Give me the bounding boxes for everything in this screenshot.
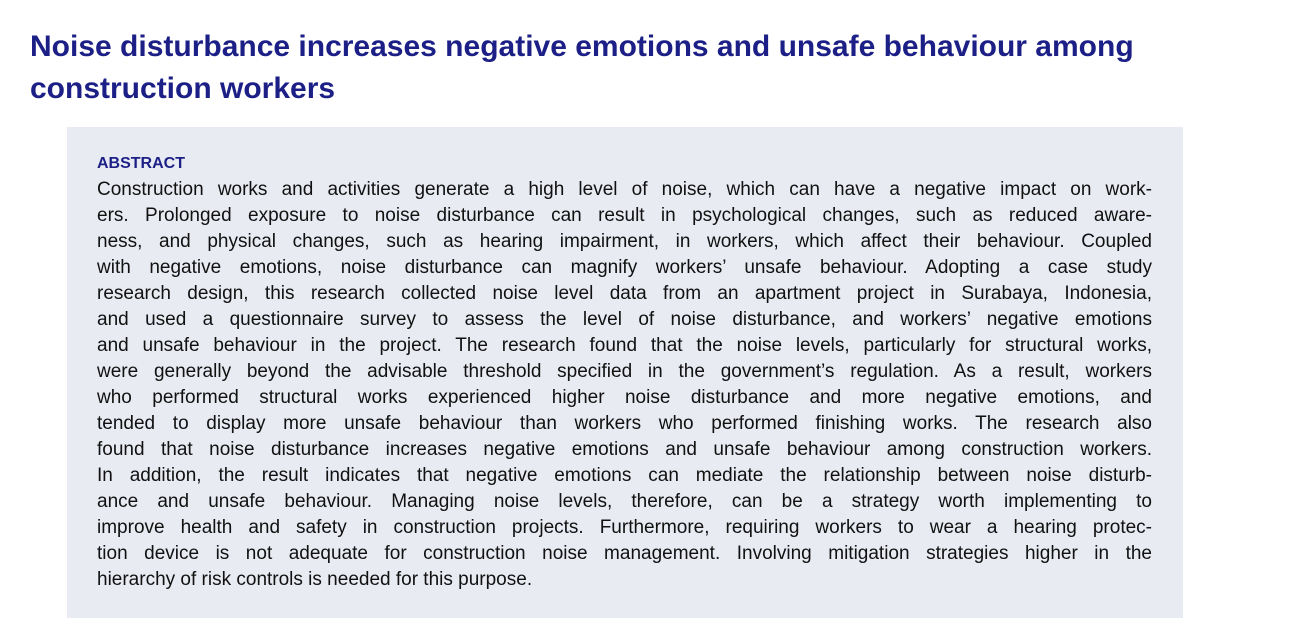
abstract-line: who performed structural works experienc…	[97, 387, 1152, 408]
abstract-text: Construction works and activities genera…	[97, 177, 1152, 593]
abstract-heading: ABSTRACT	[97, 155, 185, 172]
abstract-line: with negative emotions, noise disturbanc…	[97, 257, 1152, 278]
abstract-line: improve health and safety in constructio…	[97, 517, 1152, 538]
abstract-box: ABSTRACT Construction works and activiti…	[67, 127, 1183, 618]
abstract-line: ness, and physical changes, such as hear…	[97, 231, 1152, 252]
abstract-line: ers. Prolonged exposure to noise disturb…	[97, 205, 1152, 226]
abstract-line: tion device is not adequate for construc…	[97, 543, 1152, 564]
abstract-line: and unsafe behaviour in the project. The…	[97, 335, 1152, 356]
abstract-line: were generally beyond the advisable thre…	[97, 361, 1152, 382]
abstract-line: research design, this research collected…	[97, 283, 1152, 304]
abstract-line: hierarchy of risk controls is needed for…	[97, 569, 533, 590]
abstract-line: Construction works and activities genera…	[97, 179, 1152, 200]
abstract-line: In addition, the result indicates that n…	[97, 465, 1152, 486]
abstract-line: tended to display more unsafe behaviour …	[97, 413, 1152, 434]
abstract-line: found that noise disturbance increases n…	[97, 439, 1152, 460]
paper-title: Noise disturbance increases negative emo…	[30, 30, 1134, 105]
abstract-line: and used a questionnaire survey to asses…	[97, 309, 1152, 330]
abstract-line: ance and unsafe behaviour. Managing nois…	[97, 491, 1152, 512]
